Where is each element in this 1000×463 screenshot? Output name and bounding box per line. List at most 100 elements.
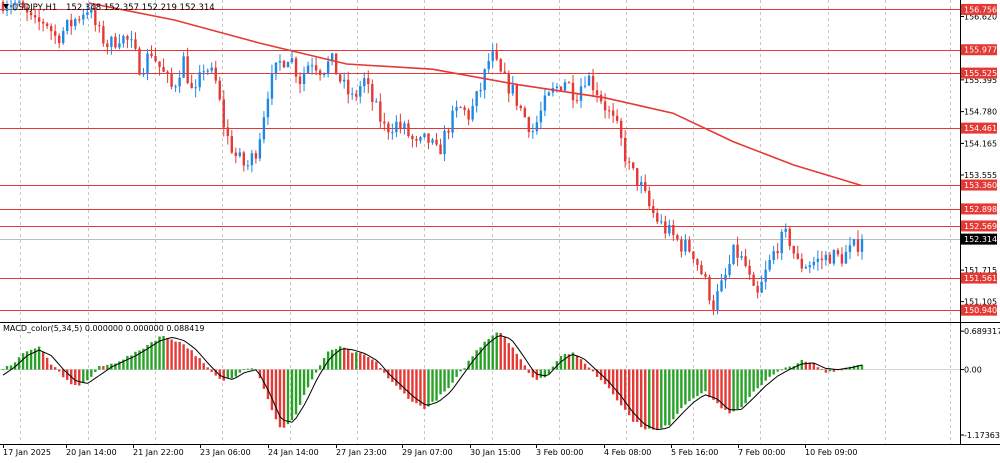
candle-bear bbox=[788, 228, 791, 246]
macd-bar bbox=[680, 369, 683, 409]
candle-bull bbox=[419, 137, 422, 141]
macd-bar bbox=[218, 369, 221, 379]
macd-axis[interactable]: 0.689317 0.00 -1.173633 bbox=[960, 327, 1000, 440]
candle-bull bbox=[146, 53, 149, 74]
candle-bull bbox=[668, 225, 671, 234]
level-price-label: 155.977 bbox=[964, 46, 997, 55]
macd-bar bbox=[832, 369, 836, 372]
level-price-label: 152.898 bbox=[964, 205, 997, 214]
time-axis[interactable]: 17 Jan 2025 20 Jan 14:00 21 Jan 22:00 23 Ja… bbox=[3, 444, 857, 457]
current-price-label: 152.314 bbox=[964, 235, 997, 244]
candle-bear bbox=[158, 61, 161, 68]
candle-bear bbox=[503, 71, 506, 73]
macd-bar bbox=[74, 369, 77, 385]
macd-bar bbox=[539, 369, 543, 378]
candle-bear bbox=[463, 107, 466, 111]
candle-bear bbox=[45, 23, 49, 27]
candle-bear bbox=[519, 105, 523, 109]
macd-bar bbox=[531, 369, 535, 378]
candle-bull bbox=[531, 131, 535, 133]
candle-bull bbox=[202, 71, 205, 73]
candle-bull bbox=[555, 86, 559, 89]
macd-bar bbox=[543, 369, 547, 378]
macd-bar bbox=[286, 369, 290, 425]
macd-bar bbox=[198, 358, 201, 370]
candle-bear bbox=[334, 53, 338, 75]
level-price-badge bbox=[961, 220, 997, 232]
macd-bar bbox=[611, 369, 615, 395]
macd-bar bbox=[375, 361, 378, 370]
macd-bar bbox=[290, 369, 294, 420]
macd-bar bbox=[403, 369, 406, 394]
level-price-label: 152.569 bbox=[964, 222, 997, 231]
macd-bar bbox=[487, 338, 490, 370]
price-panel[interactable] bbox=[0, 0, 960, 322]
candle-bear bbox=[575, 100, 579, 102]
candle-bear bbox=[282, 61, 286, 68]
candle-bull bbox=[563, 82, 567, 91]
candle-bear bbox=[230, 136, 233, 153]
candle-bull bbox=[182, 56, 185, 78]
candle-bear bbox=[318, 70, 322, 76]
macd-bar bbox=[411, 369, 414, 402]
macd-bar bbox=[106, 364, 109, 370]
candle-bear bbox=[672, 225, 675, 236]
macd-bar bbox=[134, 351, 137, 370]
candle-bear bbox=[226, 127, 229, 137]
price-axis[interactable]: 156.620 155.395 154.780 154.165 153.555 151.7… bbox=[960, 3, 997, 316]
candle-bear bbox=[495, 51, 498, 60]
macd-panel[interactable] bbox=[0, 323, 960, 444]
candle-bear bbox=[611, 110, 615, 116]
macd-bar bbox=[98, 365, 101, 370]
level-price-label: 154.461 bbox=[964, 124, 997, 133]
candle-bear bbox=[595, 90, 599, 95]
candle-bull bbox=[860, 239, 864, 252]
candle-bull bbox=[74, 19, 77, 27]
candle-bear bbox=[856, 239, 860, 252]
macd-bar bbox=[94, 369, 97, 373]
macd-bar bbox=[318, 365, 322, 370]
candle-bear bbox=[603, 101, 607, 111]
macd-bar bbox=[439, 369, 442, 395]
candle-bear bbox=[700, 264, 703, 275]
candle-bull bbox=[491, 51, 494, 61]
candle-bear bbox=[387, 123, 390, 133]
candle-bear bbox=[234, 152, 238, 157]
candle-bear bbox=[367, 78, 370, 85]
macd-bar bbox=[391, 369, 394, 382]
macd-bar bbox=[186, 348, 189, 370]
macd-bar bbox=[451, 369, 454, 383]
macd-bar bbox=[716, 369, 719, 404]
candle-bear bbox=[94, 9, 97, 26]
candle-bull bbox=[768, 260, 771, 270]
candle-bull bbox=[266, 98, 270, 118]
level-price-badge bbox=[961, 203, 997, 215]
triangle-down-icon[interactable] bbox=[3, 4, 9, 9]
candle-bull bbox=[246, 165, 250, 167]
candle-bear bbox=[636, 168, 639, 186]
macd-bar bbox=[491, 335, 494, 370]
candle-bull bbox=[812, 261, 816, 266]
macd-bar bbox=[314, 369, 318, 373]
candle-bear bbox=[162, 67, 165, 72]
macd-bar bbox=[423, 369, 426, 409]
candle-bear bbox=[57, 35, 61, 44]
candle-bear bbox=[567, 82, 571, 84]
candle-bear bbox=[411, 136, 414, 140]
macd-bar bbox=[41, 352, 45, 370]
candle-bear bbox=[355, 93, 358, 97]
candle-bull bbox=[824, 254, 828, 261]
price-tick-label: 153.555 bbox=[964, 171, 997, 180]
macd-bar bbox=[13, 362, 17, 370]
candle-bear bbox=[820, 258, 824, 261]
macd-bar bbox=[9, 365, 13, 370]
macd-bar bbox=[828, 369, 832, 372]
level-price-label: 155.525 bbox=[964, 69, 997, 78]
macd-bar bbox=[33, 348, 37, 370]
chart-header[interactable]: USDJPY,H1 152.348 152.357 152.219 152.31… bbox=[3, 3, 215, 13]
macd-bar bbox=[359, 353, 362, 370]
current-price-badge bbox=[961, 233, 997, 245]
macd-bar bbox=[419, 369, 422, 406]
macd-bar bbox=[507, 343, 510, 370]
